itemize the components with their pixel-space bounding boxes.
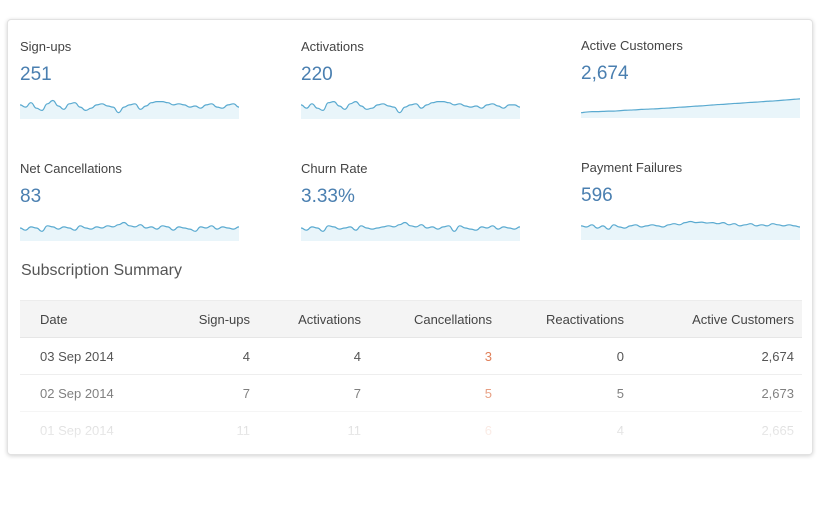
table-row[interactable]: 01 Sep 2014 11 11 6 4 2,665 [20,412,802,448]
sparkline [301,221,520,241]
cell-signups: 7 [242,385,250,401]
table-header: Date Sign-ups Activations Cancellations … [20,300,802,338]
cell-cancellations: 6 [484,422,492,438]
cell-activations: 4 [353,348,361,364]
metric-value: 3.33% [301,186,355,207]
sparkline-area [301,101,520,119]
sparkline-line [581,220,800,230]
sparkline-area [20,222,239,241]
sparkline [581,98,800,118]
metric-signups[interactable]: Sign-ups 251 [20,39,240,119]
metric-active-customers[interactable]: Active Customers 2,674 [581,38,801,118]
metric-title: Net Cancellations [20,161,122,176]
sparkline [301,100,520,119]
metric-value: 596 [581,185,613,206]
column-header-reactivations[interactable]: Reactivations [545,311,624,327]
cell-reactivations: 0 [616,348,624,364]
metric-value: 220 [301,64,333,85]
cell-active-customers: 2,673 [761,385,794,401]
dashboard-card: Sign-ups 251 Activations 220 Active Cust… [7,19,813,455]
summary-table: Date Sign-ups Activations Cancellations … [20,300,802,448]
sparkline-area [581,221,800,240]
cell-reactivations: 4 [616,422,624,438]
sparkline [20,99,239,119]
metric-title: Active Customers [581,38,683,53]
cell-date: 03 Sep 2014 [40,348,114,364]
section-title: Subscription Summary [21,262,182,279]
sparkline [581,220,800,240]
metric-title: Sign-ups [20,39,72,54]
table-row[interactable]: 03 Sep 2014 4 4 3 0 2,674 [20,338,802,375]
cell-activations: 11 [347,422,362,438]
column-header-cancellations[interactable]: Cancellations [413,311,492,327]
column-header-date[interactable]: Date [40,311,68,327]
metric-activations[interactable]: Activations 220 [301,39,521,119]
sparkline-line [20,221,239,232]
sparkline-area [301,222,520,241]
metric-title: Activations [301,39,364,54]
column-header-signups[interactable]: Sign-ups [198,311,250,327]
table-row[interactable]: 02 Sep 2014 7 7 5 5 2,673 [20,375,802,412]
cell-signups: 11 [236,422,251,438]
cell-date: 01 Sep 2014 [40,422,114,438]
sparkline-area [581,98,800,118]
metric-value: 2,674 [581,63,629,84]
cell-activations: 7 [353,385,361,401]
column-header-active-customers[interactable]: Active Customers [692,311,794,327]
sparkline-line [581,98,800,114]
cell-reactivations: 5 [616,385,624,401]
column-header-activations[interactable]: Activations [298,311,361,327]
cell-cancellations: 3 [484,348,492,364]
sparkline-line [301,100,520,114]
metric-payment-failures[interactable]: Payment Failures 596 [581,160,801,240]
cell-active-customers: 2,665 [761,422,794,438]
metric-net-cancellations[interactable]: Net Cancellations 83 [20,161,240,241]
cell-cancellations: 5 [484,385,492,401]
metric-churn-rate[interactable]: Churn Rate 3.33% [301,161,521,241]
metric-title: Payment Failures [581,160,683,175]
cell-date: 02 Sep 2014 [40,385,114,401]
metric-value: 83 [20,186,42,207]
sparkline-line [20,99,239,114]
sparkline [20,221,239,241]
cell-active-customers: 2,674 [761,348,794,364]
sparkline-line [301,221,520,232]
metric-title: Churn Rate [301,161,368,176]
sparkline-area [20,100,239,119]
metric-value: 251 [20,64,52,85]
cell-signups: 4 [242,348,250,364]
